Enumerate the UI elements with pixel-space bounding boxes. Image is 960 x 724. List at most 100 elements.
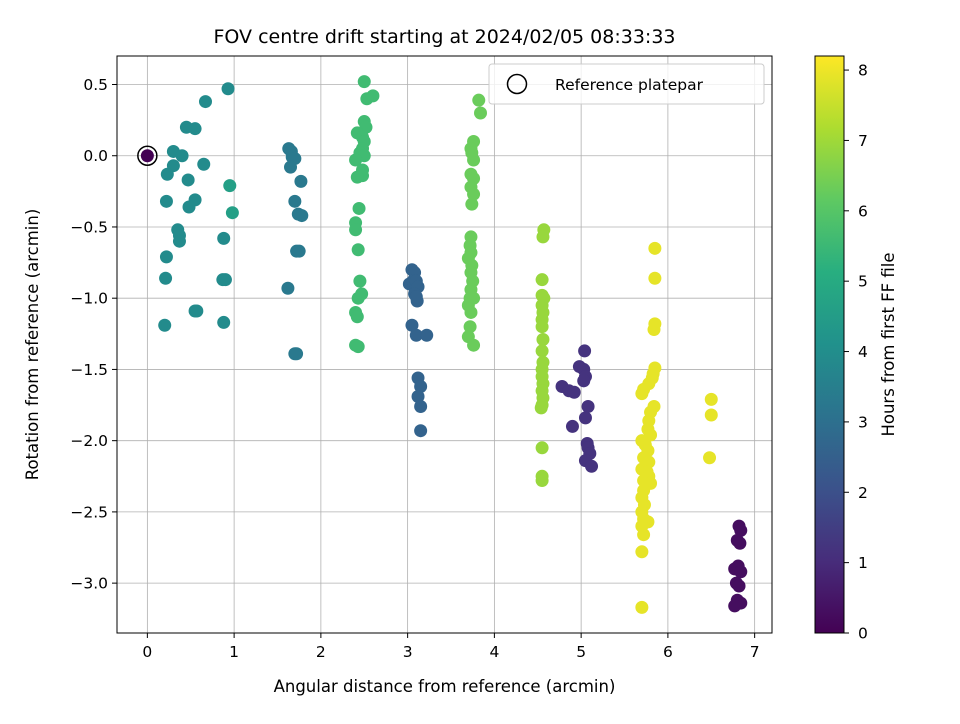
data-point <box>188 122 202 136</box>
x-tick-label: 3 <box>403 643 413 661</box>
data-point <box>159 194 173 208</box>
data-point <box>465 197 479 211</box>
colorbar-tick-label: 6 <box>858 202 868 220</box>
y-tick-label: −0.5 <box>70 218 108 236</box>
data-point <box>288 194 302 208</box>
data-point <box>409 328 423 342</box>
data-point <box>355 287 369 301</box>
data-point <box>414 380 428 394</box>
data-point <box>295 209 309 223</box>
data-point <box>218 273 232 287</box>
y-tick-label: −2.0 <box>70 432 108 450</box>
y-axis-ticks: 0.5 0.0 −0.5 −1.0 −1.5 −2.0 −2.5 −3.0 <box>70 76 117 593</box>
data-point <box>635 545 649 559</box>
colorbar-tick-label: 2 <box>858 484 868 502</box>
data-point <box>351 340 365 354</box>
data-point <box>635 600 649 614</box>
data-point <box>352 201 366 215</box>
legend: Reference platepar <box>488 63 765 105</box>
data-point <box>728 599 742 613</box>
x-tick-label: 2 <box>316 643 326 661</box>
y-tick-label: 0.5 <box>83 76 108 94</box>
data-point <box>704 392 718 406</box>
data-point <box>405 318 419 332</box>
data-point <box>411 390 425 404</box>
legend-marker <box>506 73 528 95</box>
data-point <box>353 274 367 288</box>
colorbar-tick-label: 4 <box>858 343 868 361</box>
x-axis-ticks: 0 1 2 3 4 5 6 7 <box>142 633 760 661</box>
colorbar-tick-label: 5 <box>858 273 868 291</box>
data-point <box>409 290 423 304</box>
data-point <box>182 200 196 214</box>
data-point <box>535 273 549 287</box>
data-point <box>535 344 549 358</box>
data-point <box>190 304 204 318</box>
data-point <box>467 338 481 352</box>
data-point <box>703 451 717 465</box>
colorbar-ticks: 0 1 2 3 4 5 6 7 8 <box>844 62 868 643</box>
data-point <box>175 149 189 163</box>
legend-label: Reference platepar <box>555 76 704 94</box>
grid <box>117 56 772 633</box>
data-point <box>217 231 231 245</box>
data-point <box>223 179 237 193</box>
plot-frame <box>116 55 773 634</box>
data-point <box>578 411 592 425</box>
data-point <box>472 93 486 107</box>
legend-box <box>488 63 765 105</box>
colorbar-tick-label: 7 <box>858 132 868 150</box>
data-point <box>284 160 298 174</box>
y-tick-label: −1.5 <box>70 361 108 379</box>
data-point <box>733 536 747 550</box>
data-point <box>198 95 212 109</box>
data-point <box>732 579 746 593</box>
x-tick-label: 1 <box>229 643 239 661</box>
data-point <box>225 206 239 220</box>
data-point <box>217 315 231 329</box>
data-point <box>281 281 295 295</box>
data-point <box>172 234 186 248</box>
x-tick-label: 4 <box>489 643 499 661</box>
x-tick-label: 5 <box>576 643 586 661</box>
data-point <box>647 323 661 337</box>
reference-point-fill <box>140 149 154 163</box>
colorbar <box>814 55 845 634</box>
colorbar-tick-label: 1 <box>858 554 868 572</box>
data-point <box>181 173 195 187</box>
data-point <box>567 385 581 399</box>
data-point <box>159 271 173 285</box>
data-point <box>158 318 172 332</box>
data-point <box>536 333 550 347</box>
y-tick-label: 0.0 <box>83 147 108 165</box>
data-point <box>463 320 477 334</box>
data-point <box>350 170 364 184</box>
colorbar-label: Hours from first FF file <box>879 252 898 436</box>
data-point <box>292 244 306 258</box>
data-point <box>290 347 304 361</box>
y-axis-label: Rotation from reference (arcmin) <box>23 209 42 481</box>
data-point <box>221 82 235 96</box>
x-tick-label: 0 <box>142 643 152 661</box>
data-point <box>349 223 363 237</box>
chart-title: FOV centre drift starting at 2024/02/05 … <box>213 26 675 48</box>
data-point <box>420 328 434 342</box>
data-point <box>534 401 548 415</box>
data-point <box>648 241 662 255</box>
data-point <box>578 344 592 358</box>
data-point <box>577 374 591 388</box>
data-point <box>464 305 478 319</box>
data-point <box>648 271 662 285</box>
y-tick-label: −2.5 <box>70 503 108 521</box>
data-point <box>734 523 748 537</box>
data-point <box>585 459 599 473</box>
colorbar-tick-label: 0 <box>858 625 868 643</box>
x-axis-label: Angular distance from reference (arcmin) <box>274 677 616 696</box>
data-point <box>536 230 550 244</box>
data-point <box>535 320 549 334</box>
data-point <box>357 75 371 89</box>
reference-marker-group <box>137 145 158 166</box>
data-point <box>535 441 549 455</box>
data-point <box>197 157 211 171</box>
